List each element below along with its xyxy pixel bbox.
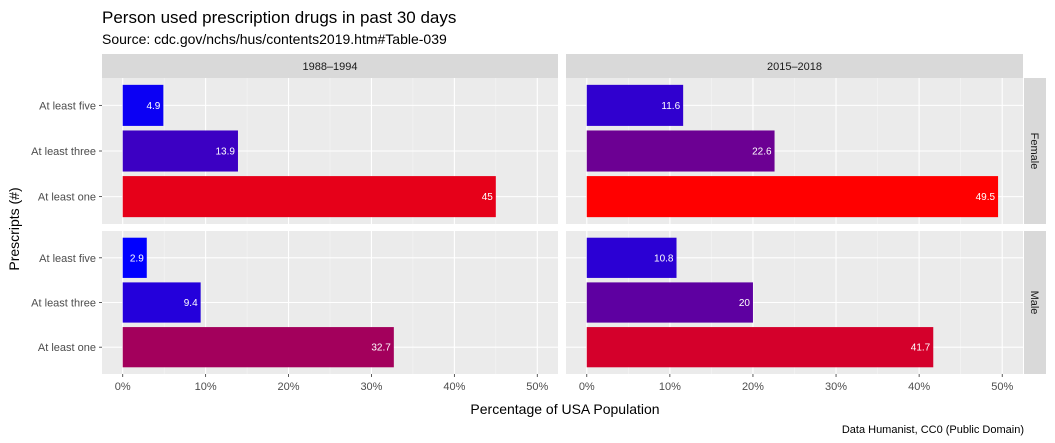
- x-tick-label: 30%: [360, 381, 382, 393]
- x-tick-label: 30%: [825, 381, 847, 393]
- facet-strip-column: [102, 54, 558, 78]
- bar-data-label: 11.6: [661, 101, 680, 112]
- bar: [122, 176, 496, 218]
- y-tick-label: At least five: [39, 253, 96, 265]
- bar: [122, 130, 238, 172]
- y-axis-title: Prescripts (#): [6, 187, 22, 270]
- y-tick-label: At least one: [38, 342, 96, 354]
- y-tick-label: At least three: [31, 298, 96, 310]
- y-tick-label: At least one: [38, 192, 96, 204]
- bar: [586, 237, 677, 278]
- bar-data-label: 20: [739, 298, 751, 309]
- bar-data-label: 45: [482, 192, 494, 203]
- facet-strip-row: [1024, 231, 1046, 374]
- facet-strip-column: [566, 54, 1023, 78]
- bar-data-label: 2.9: [130, 253, 144, 264]
- plot-area: 1988–1994 2015–2018 Female Male 4.9 13.9 45 11.…: [31, 54, 1046, 393]
- x-tick-label: 40%: [443, 381, 465, 393]
- x-tick-label: 20%: [742, 381, 764, 393]
- bar: [122, 327, 394, 368]
- x-tick-label: 50%: [526, 381, 548, 393]
- bar-data-label: 32.7: [371, 343, 391, 354]
- x-tick-label: 10%: [659, 381, 681, 393]
- bar-data-label: 10.8: [654, 253, 674, 264]
- x-axis-title: Percentage of USA Population: [470, 401, 659, 417]
- bar: [586, 130, 775, 172]
- bar: [122, 84, 164, 126]
- chart-title: Person used prescription drugs in past 3…: [102, 8, 456, 27]
- facet-strip-column-label: 2015–2018: [767, 61, 822, 73]
- facet-strip-row-label: Female: [1028, 133, 1040, 170]
- bar: [586, 282, 753, 323]
- facet-strip-row-label: Male: [1028, 291, 1040, 315]
- bar-data-label: 9.4: [184, 298, 198, 309]
- bar: [122, 282, 201, 323]
- facet-strip-column-label: 1988–1994: [302, 61, 357, 73]
- bar: [122, 237, 147, 278]
- bar: [586, 176, 999, 218]
- y-tick-label: At least five: [39, 100, 96, 112]
- bar-data-label: 22.6: [752, 147, 772, 158]
- y-tick-label: At least three: [31, 146, 96, 158]
- bar-data-label: 4.9: [146, 101, 160, 112]
- x-tick-label: 20%: [278, 381, 300, 393]
- chart-caption: Data Humanist, CC0 (Public Domain): [842, 424, 1024, 436]
- bar: [586, 327, 934, 368]
- x-tick-label: 50%: [991, 381, 1013, 393]
- bar-data-label: 13.9: [216, 147, 236, 158]
- x-tick-label: 0%: [579, 381, 595, 393]
- x-tick-label: 0%: [115, 381, 131, 393]
- x-tick-label: 40%: [908, 381, 930, 393]
- bar-data-label: 49.5: [976, 192, 996, 203]
- facet-strip-row: [1024, 78, 1046, 224]
- bar: [586, 84, 684, 126]
- chart-subtitle: Source: cdc.gov/nchs/hus/contents2019.ht…: [102, 31, 447, 47]
- bar-data-label: 41.7: [911, 343, 931, 354]
- x-tick-label: 10%: [195, 381, 217, 393]
